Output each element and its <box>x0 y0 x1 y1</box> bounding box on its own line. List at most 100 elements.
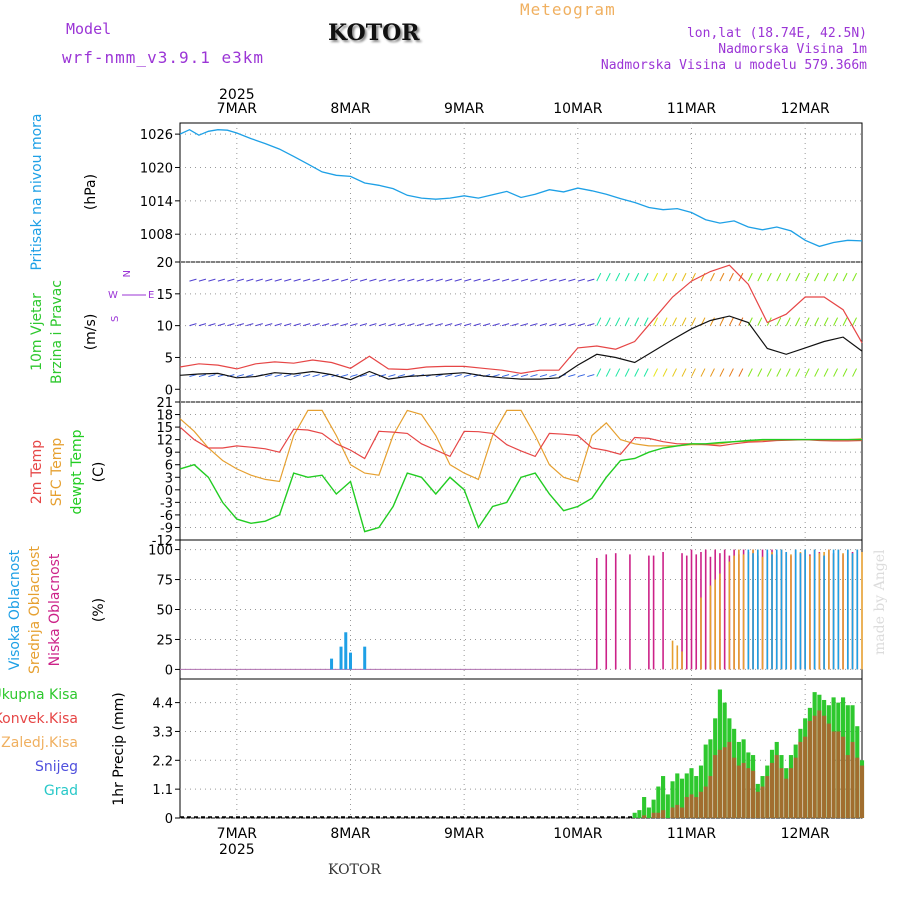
cloud-bar-1 <box>818 553 821 670</box>
wind-barb <box>198 323 207 327</box>
wind-title: 10m Vjetar <box>29 293 45 371</box>
wind-barb <box>587 374 595 378</box>
wind-barb <box>728 368 734 377</box>
wind-barb <box>653 272 659 282</box>
precip-bar-1 <box>698 791 704 818</box>
y-tick-label: 1026 <box>140 128 173 143</box>
wind-barb <box>198 374 207 378</box>
wind-barb <box>303 374 311 378</box>
wind-barb <box>454 323 462 327</box>
cloud-ylabel: (%) <box>91 598 107 622</box>
model-name: wrf-nmm_v3.9.1 e3km <box>62 48 265 67</box>
wind-barb <box>265 323 273 327</box>
wind-barb <box>473 323 481 327</box>
x-tick-top: 10MAR <box>553 101 602 117</box>
wind-barb <box>407 278 415 282</box>
cloud-bar-2 <box>605 554 608 670</box>
wind-barb <box>795 368 801 377</box>
precip-bar-1 <box>788 768 794 818</box>
wind-barb <box>785 317 791 326</box>
wind-barb <box>492 278 500 282</box>
wind-barb <box>539 323 548 327</box>
wind-barb <box>634 317 640 326</box>
wind-barb <box>265 374 273 378</box>
precip-bar-1 <box>651 812 656 818</box>
wind-barb <box>833 317 839 326</box>
precip-bar-1 <box>736 765 741 818</box>
precip-bar-1 <box>850 741 855 818</box>
y-tick-label: 9 <box>165 446 173 461</box>
y-tick-label: 21 <box>156 396 173 411</box>
precip-bar-1 <box>727 741 732 818</box>
precip-bar-1 <box>689 794 694 818</box>
wind-barb <box>587 323 595 327</box>
cloud-bar-2 <box>723 549 726 670</box>
precip-bar-1 <box>722 747 727 818</box>
wind-speed-line <box>179 315 863 381</box>
wind-barb <box>520 278 529 282</box>
precip-label-0: Ukupna Kisa <box>0 687 78 703</box>
wind-barb <box>785 272 791 282</box>
wind-barb <box>672 272 678 282</box>
wind-barb <box>246 323 254 327</box>
y-tick-label: 15 <box>156 288 173 303</box>
x-tick-bottom: 9MAR <box>444 826 485 842</box>
wind-barb <box>691 368 696 377</box>
wind-barb <box>426 278 434 282</box>
wind-barb <box>492 374 500 378</box>
wind-barb <box>681 317 687 326</box>
precip-bar-0 <box>689 768 694 818</box>
wind-barb <box>189 278 197 282</box>
wind-barb <box>359 323 368 327</box>
cloud-bar-0 <box>813 549 816 670</box>
wind-barb <box>530 323 538 327</box>
precip-bar-0 <box>642 797 647 818</box>
y-tick-label: 50 <box>156 604 173 619</box>
precip-bar-1 <box>670 807 675 818</box>
wind-barb <box>719 317 725 326</box>
cloud-title3: Niska Oblacnost <box>47 553 63 666</box>
precip-bar-0 <box>646 807 651 818</box>
x-tick-top: 7MAR <box>217 101 258 117</box>
wind-barb <box>776 317 782 326</box>
y-tick-label: -9 <box>160 521 173 536</box>
cloud-bar-1 <box>709 585 712 670</box>
wind-barb <box>435 278 443 282</box>
cloud-bar-0 <box>832 549 835 670</box>
x-tick-top: 11MAR <box>667 101 716 117</box>
wind-barb <box>397 323 405 327</box>
wind-barb <box>842 368 848 377</box>
cloud-bar-2 <box>662 551 664 670</box>
wind-barb <box>653 368 659 377</box>
wind-title2: Brzina i Pravac <box>49 280 65 384</box>
wind-barb <box>378 323 387 327</box>
wind-barb <box>672 317 678 326</box>
precip-bar-0 <box>679 778 685 818</box>
y-tick-label: 18 <box>156 409 173 424</box>
wind-barb <box>577 278 585 282</box>
precip-bar-1 <box>803 736 808 818</box>
wind-barb <box>757 317 763 326</box>
wind-barb <box>539 278 548 282</box>
wind-barb <box>605 317 611 326</box>
temp-title3: dewpt Temp <box>69 429 85 514</box>
x-tick-bottom: 10MAR <box>553 826 602 842</box>
wind-barb <box>284 374 292 378</box>
pressure-title: Pritisak na nivou mora <box>29 113 45 270</box>
cloud-bar-2 <box>704 549 707 670</box>
wind-barb <box>823 317 829 326</box>
y-tick-label: 25 <box>156 633 173 648</box>
compass-n: N <box>120 270 131 277</box>
wind-barb <box>454 374 462 378</box>
wind-barb <box>284 323 292 327</box>
wind-barb <box>208 323 216 327</box>
wind-barb <box>691 272 696 282</box>
precip-bar-1 <box>751 770 756 818</box>
precip-bar-1 <box>784 778 789 818</box>
precip-bar-1 <box>708 776 713 818</box>
precip-bar-1 <box>845 755 850 818</box>
cloud-bar-2 <box>690 549 693 670</box>
wind-barb <box>511 278 519 282</box>
wind-barb <box>568 323 576 327</box>
wind-barb <box>709 368 715 377</box>
